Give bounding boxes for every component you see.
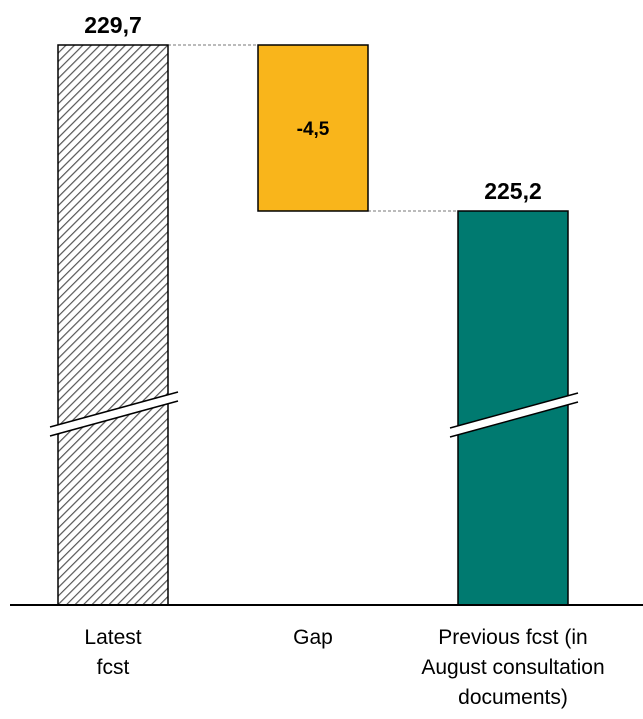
category-label-3-line-3: documents)	[458, 686, 568, 709]
category-label-2-line-1: Gap	[293, 626, 333, 649]
bar-2	[257, 44, 369, 212]
category-label-2: Gap	[293, 626, 333, 649]
data-label-3: 225,2	[484, 178, 542, 204]
axis-break-gap-1	[50, 392, 178, 436]
data-label-1: 229,7	[84, 12, 142, 38]
axis-break-line-2b	[449, 401, 579, 438]
data-label-2: -4,5	[297, 119, 330, 140]
category-label-1-line-1: Latest	[84, 626, 141, 649]
axis-break-line-2a	[449, 392, 579, 429]
category-label-1-line-2: fcst	[97, 656, 130, 679]
bar-1	[57, 44, 169, 606]
axis-break-line-1b	[49, 400, 179, 437]
category-label-3-line-1: Previous fcst (in	[438, 626, 587, 649]
category-label-1: Latest fcst	[84, 626, 141, 679]
axis-break-line-1a	[49, 391, 179, 428]
category-label-3: Previous fcst (in August consultation docu…	[421, 626, 604, 709]
axis-break-gap-2	[450, 393, 578, 437]
category-label-3-line-2: August consultation	[421, 656, 604, 679]
